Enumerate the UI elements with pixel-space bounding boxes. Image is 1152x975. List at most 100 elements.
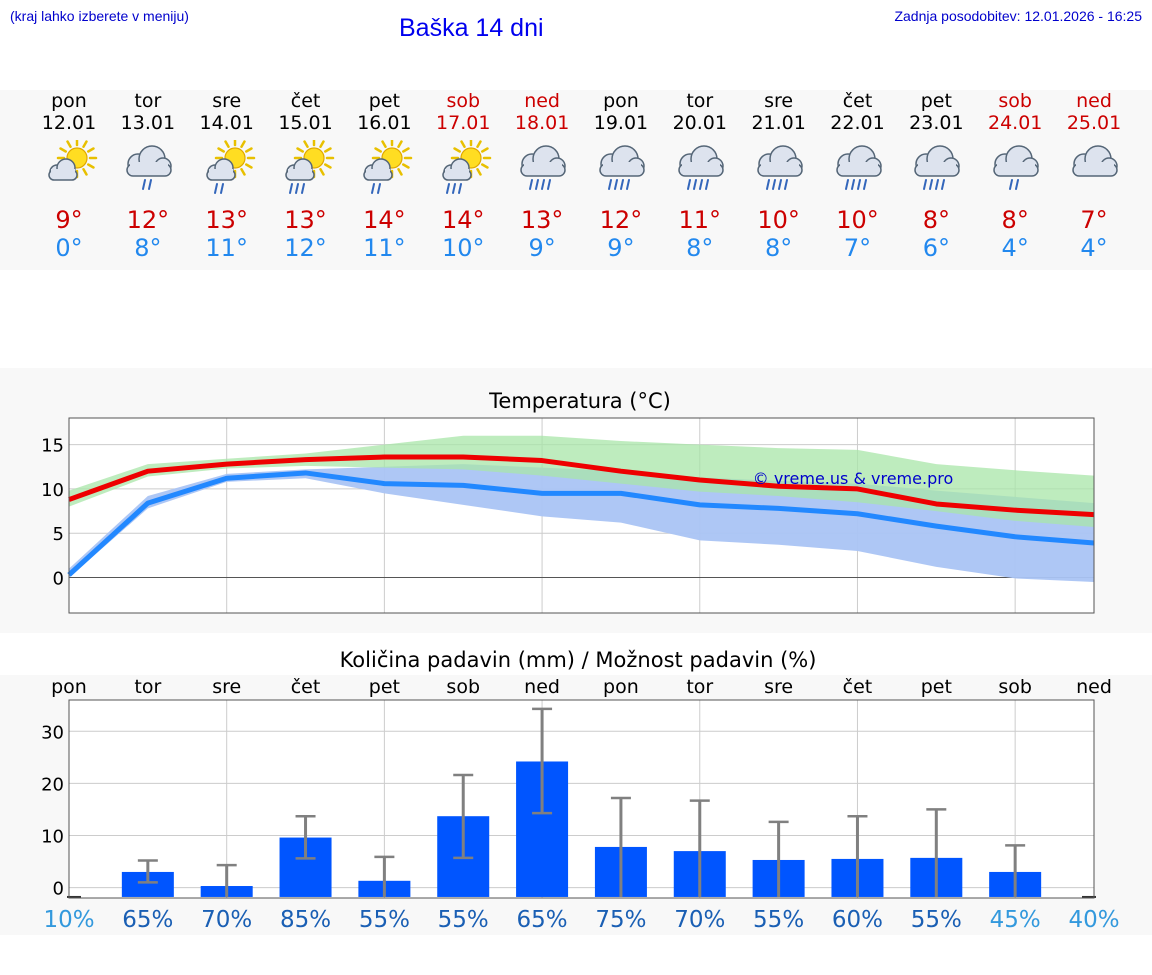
- day-name: pet: [368, 90, 400, 112]
- precipitation-probability: 55%: [438, 907, 489, 933]
- day-date: 20.01: [672, 112, 727, 134]
- cloudy-icon: [1055, 134, 1134, 206]
- x-category-label: čet: [291, 676, 321, 698]
- y-tick-label: 0: [53, 569, 64, 590]
- precipitation-probability: 70%: [201, 907, 252, 933]
- y-tick-label: 10: [41, 826, 64, 847]
- day-column: sob 17.01 14° 10°: [424, 90, 503, 262]
- max-temperature: 7°: [1080, 206, 1108, 234]
- day-name: sre: [764, 90, 794, 112]
- min-temperature: 4°: [1080, 234, 1108, 262]
- page-title: Baška 14 dni: [399, 14, 544, 42]
- precipitation-probability: 55%: [359, 907, 410, 933]
- x-category-label: pon: [51, 676, 87, 698]
- day-name: sob: [446, 90, 481, 112]
- day-date: 25.01: [1066, 112, 1122, 134]
- x-category-label: tor: [134, 676, 161, 698]
- x-category-label: tor: [686, 676, 713, 698]
- x-category-label: čet: [843, 676, 873, 698]
- day-column: pon 19.01 12° 9°: [581, 90, 660, 262]
- precipitation-chart-title: Količina padavin (mm) / Možnost padavin …: [340, 648, 817, 672]
- cloud-rain-icon: [818, 134, 897, 206]
- x-category-label: sre: [212, 676, 241, 698]
- precipitation-probability: 65%: [122, 907, 173, 933]
- cloud-rain-icon: [897, 134, 976, 206]
- day-column: čet 15.01 13° 12°: [266, 90, 345, 262]
- sun-cloud-rain-icon: [266, 134, 345, 206]
- x-category-label: ned: [1076, 676, 1112, 698]
- day-date: 17.01: [436, 112, 491, 134]
- max-temperature: 13°: [520, 206, 564, 234]
- precipitation-probability: 55%: [753, 907, 804, 933]
- day-name: tor: [686, 90, 714, 112]
- temperature-chart: Temperatura (°C) 0 5 10 15 © vreme.us & vreme…: [41, 389, 1095, 614]
- day-column: tor 20.01 11° 8°: [660, 90, 739, 262]
- day-name: sob: [998, 90, 1032, 112]
- precipitation-probability: 60%: [832, 907, 883, 933]
- day-name: čet: [842, 90, 873, 112]
- min-temperature: 11°: [363, 234, 406, 262]
- max-temperature: 11°: [678, 206, 722, 234]
- day-column: ned 18.01 13° 9°: [503, 90, 582, 262]
- y-tick-label: 0: [53, 879, 64, 900]
- x-category-label: sre: [764, 676, 793, 698]
- min-temperature: 6°: [922, 234, 950, 262]
- min-temperature: 8°: [765, 234, 793, 262]
- plot-frame: [68, 699, 1095, 899]
- day-name: pon: [51, 90, 87, 112]
- day-column: sre 14.01 13° 11°: [187, 90, 266, 262]
- max-temperature: 8°: [922, 206, 950, 234]
- min-temperature: 10°: [441, 234, 485, 262]
- sun-cloud-rain-light-icon: [187, 134, 266, 206]
- day-date: 18.01: [514, 112, 570, 134]
- precipitation-probability: 65%: [517, 907, 568, 933]
- min-temperature: 0°: [55, 234, 83, 262]
- y-tick-label: 10: [41, 480, 64, 501]
- precipitation-probability: 40%: [1068, 907, 1119, 933]
- x-category-label: ned: [524, 676, 560, 698]
- max-temperature: 9°: [55, 206, 83, 234]
- min-temperature: 12°: [284, 234, 327, 262]
- y-tick-label: 30: [41, 722, 64, 743]
- day-date: 12.01: [41, 112, 97, 134]
- min-temperature: 11°: [205, 234, 248, 262]
- min-temperature: 8°: [686, 234, 714, 262]
- day-column: pon 12.01 9° 0°: [30, 90, 109, 262]
- precipitation-probability: 45%: [990, 907, 1041, 933]
- x-category-label: sob: [446, 676, 480, 698]
- min-temperature: 4°: [1001, 234, 1029, 262]
- precipitation-chart: Količina padavin (mm) / Možnost padavin …: [41, 648, 1119, 933]
- max-temperature: 10°: [757, 206, 800, 234]
- y-tick-label: 5: [53, 524, 64, 545]
- day-name: pon: [603, 90, 639, 112]
- day-name: sre: [212, 90, 242, 112]
- watermark: © vreme.us & vreme.pro: [753, 469, 954, 488]
- cloud-rain-icon: [660, 134, 739, 206]
- last-updated: Zadnja posodobitev: 12.01.2026 - 16:25: [894, 8, 1142, 24]
- day-date: 16.01: [357, 112, 412, 134]
- day-date: 23.01: [909, 112, 964, 134]
- cloud-rain-light-icon: [108, 134, 187, 206]
- cloud-rain-light-icon: [976, 134, 1055, 206]
- day-date: 13.01: [120, 112, 176, 134]
- sun-cloud-rain-light-icon: [345, 134, 424, 206]
- x-category-label: pet: [921, 676, 952, 698]
- day-column: sob 24.01 8° 4°: [976, 90, 1055, 262]
- day-date: 22.01: [830, 112, 885, 134]
- plot-frame: [68, 417, 1095, 614]
- x-category-label: pet: [369, 676, 400, 698]
- cloud-rain-icon: [503, 134, 582, 206]
- precipitation-probability: 70%: [674, 907, 725, 933]
- max-temperature: 14°: [441, 206, 485, 234]
- min-temperature-line: [67, 470, 1095, 577]
- max-temperature: 13°: [205, 206, 248, 234]
- max-temperature: 12°: [126, 206, 170, 234]
- day-column: sre 21.01 10° 8°: [739, 90, 818, 262]
- day-column: ned 25.01 7° 4°: [1055, 90, 1134, 262]
- precipitation-probability: 75%: [595, 907, 646, 933]
- max-temperature: 13°: [284, 206, 327, 234]
- y-tick-label: 15: [41, 436, 64, 457]
- partly-cloudy-icon: [30, 134, 109, 206]
- temperature-chart-title: Temperatura (°C): [488, 389, 671, 413]
- day-date: 14.01: [199, 112, 254, 134]
